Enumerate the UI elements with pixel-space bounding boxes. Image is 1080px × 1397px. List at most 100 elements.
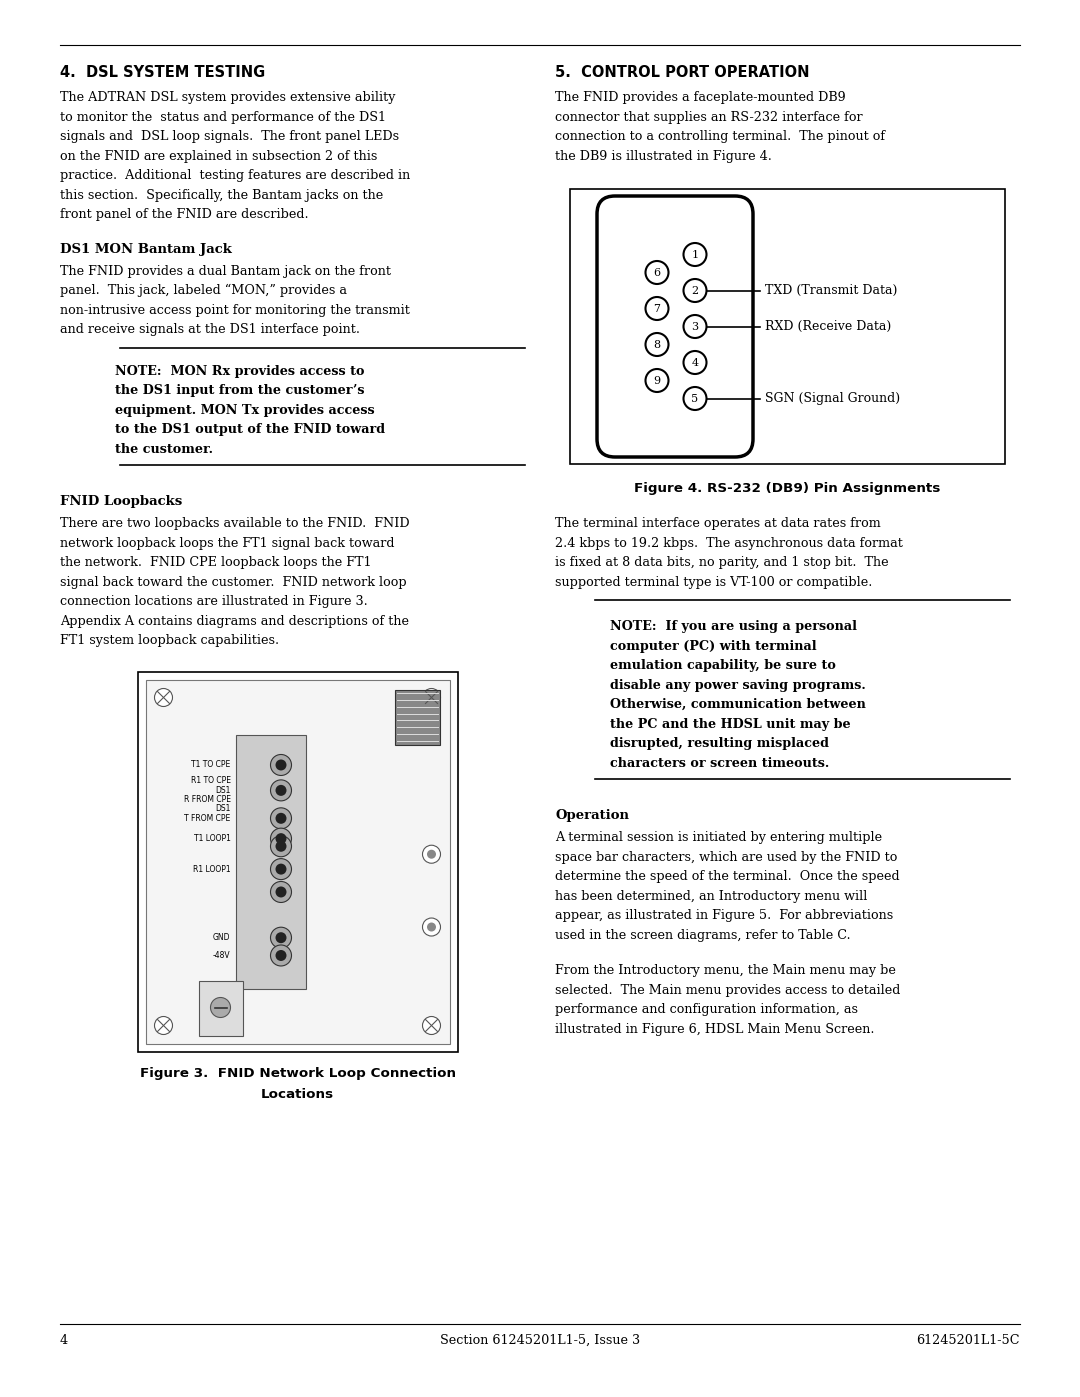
Circle shape: [270, 754, 292, 775]
Text: the PC and the HDSL unit may be: the PC and the HDSL unit may be: [610, 718, 851, 731]
Text: supported terminal type is VT-100 or compatible.: supported terminal type is VT-100 or com…: [555, 576, 873, 588]
Text: Figure 3.  FNID Network Loop Connection: Figure 3. FNID Network Loop Connection: [139, 1066, 456, 1080]
Text: the DS1 input from the customer’s: the DS1 input from the customer’s: [114, 384, 365, 397]
Text: Operation: Operation: [555, 809, 629, 821]
Text: Section 61245201L1-5, Issue 3: Section 61245201L1-5, Issue 3: [440, 1334, 640, 1347]
Circle shape: [211, 997, 230, 1017]
Circle shape: [270, 807, 292, 828]
Text: characters or screen timeouts.: characters or screen timeouts.: [610, 757, 829, 770]
Circle shape: [646, 298, 669, 320]
Text: signal back toward the customer.  FNID network loop: signal back toward the customer. FNID ne…: [60, 576, 407, 588]
Text: disable any power saving programs.: disable any power saving programs.: [610, 679, 866, 692]
Text: 2: 2: [691, 285, 699, 296]
Bar: [146, 679, 449, 1044]
Circle shape: [154, 1017, 173, 1035]
Text: DS1: DS1: [215, 787, 230, 795]
Text: to the DS1 output of the FNID toward: to the DS1 output of the FNID toward: [114, 423, 386, 436]
Text: The ADTRAN DSL system provides extensive ability: The ADTRAN DSL system provides extensive…: [60, 91, 395, 103]
Circle shape: [422, 918, 441, 936]
Circle shape: [646, 332, 669, 356]
Circle shape: [275, 841, 286, 852]
Text: selected.  The Main menu provides access to detailed: selected. The Main menu provides access …: [555, 983, 901, 996]
Circle shape: [275, 760, 286, 771]
Text: appear, as illustrated in Figure 5.  For abbreviations: appear, as illustrated in Figure 5. For …: [555, 909, 893, 922]
Text: T FROM CPE: T FROM CPE: [185, 814, 230, 823]
Text: R FROM CPE: R FROM CPE: [184, 795, 230, 803]
Text: NOTE:  MON Rx provides access to: NOTE: MON Rx provides access to: [114, 365, 365, 377]
Circle shape: [275, 932, 286, 943]
Circle shape: [422, 845, 441, 863]
Text: the customer.: the customer.: [114, 443, 213, 455]
Circle shape: [275, 785, 286, 796]
Text: 8: 8: [653, 339, 661, 349]
Text: non-intrusive access point for monitoring the transmit: non-intrusive access point for monitorin…: [60, 303, 410, 317]
Text: connection locations are illustrated in Figure 3.: connection locations are illustrated in …: [60, 595, 368, 608]
Circle shape: [684, 387, 706, 409]
Circle shape: [646, 261, 669, 284]
Circle shape: [275, 950, 286, 961]
Text: space bar characters, which are used by the FNID to: space bar characters, which are used by …: [555, 851, 897, 863]
Circle shape: [270, 859, 292, 880]
Circle shape: [646, 369, 669, 393]
Circle shape: [684, 314, 706, 338]
Text: has been determined, an Introductory menu will: has been determined, an Introductory men…: [555, 890, 867, 902]
Text: From the Introductory menu, the Main menu may be: From the Introductory menu, the Main men…: [555, 964, 896, 977]
Text: equipment. MON Tx provides access: equipment. MON Tx provides access: [114, 404, 375, 416]
Text: T1 TO CPE: T1 TO CPE: [191, 760, 230, 770]
Circle shape: [270, 928, 292, 949]
Circle shape: [275, 887, 286, 897]
FancyBboxPatch shape: [199, 981, 243, 1035]
Circle shape: [270, 780, 292, 800]
Text: The FNID provides a faceplate-mounted DB9: The FNID provides a faceplate-mounted DB…: [555, 91, 846, 103]
Bar: [394, 690, 440, 745]
Circle shape: [270, 882, 292, 902]
Text: FNID Loopbacks: FNID Loopbacks: [60, 495, 183, 509]
Circle shape: [154, 689, 173, 707]
Text: front panel of the FNID are described.: front panel of the FNID are described.: [60, 208, 309, 221]
Text: panel.  This jack, labeled “MON,” provides a: panel. This jack, labeled “MON,” provide…: [60, 284, 347, 298]
Circle shape: [422, 689, 441, 707]
Text: 3: 3: [691, 321, 699, 331]
Circle shape: [684, 243, 706, 265]
Circle shape: [422, 1017, 441, 1035]
Text: 4.  DSL SYSTEM TESTING: 4. DSL SYSTEM TESTING: [60, 66, 266, 80]
Text: 1: 1: [691, 250, 699, 260]
Text: the DB9 is illustrated in Figure 4.: the DB9 is illustrated in Figure 4.: [555, 149, 772, 162]
Text: the network.  FNID CPE loopback loops the FT1: the network. FNID CPE loopback loops the…: [60, 556, 372, 569]
Circle shape: [270, 944, 292, 965]
Text: Otherwise, communication between: Otherwise, communication between: [610, 698, 866, 711]
Text: used in the screen diagrams, refer to Table C.: used in the screen diagrams, refer to Ta…: [555, 929, 851, 942]
Text: computer (PC) with terminal: computer (PC) with terminal: [610, 640, 816, 652]
Text: Appendix A contains diagrams and descriptions of the: Appendix A contains diagrams and descrip…: [60, 615, 409, 627]
Circle shape: [275, 863, 286, 875]
Text: illustrated in Figure 6, HDSL Main Menu Screen.: illustrated in Figure 6, HDSL Main Menu …: [555, 1023, 875, 1035]
Text: determine the speed of the terminal.  Once the speed: determine the speed of the terminal. Onc…: [555, 870, 900, 883]
FancyBboxPatch shape: [137, 672, 458, 1052]
Text: 61245201L1-5C: 61245201L1-5C: [917, 1334, 1020, 1347]
Text: DS1: DS1: [215, 805, 230, 813]
Text: GND: GND: [213, 933, 230, 942]
FancyBboxPatch shape: [597, 196, 753, 457]
Circle shape: [270, 835, 292, 856]
Text: is fixed at 8 data bits, no parity, and 1 stop bit.  The: is fixed at 8 data bits, no parity, and …: [555, 556, 889, 569]
Circle shape: [684, 351, 706, 374]
Circle shape: [427, 849, 436, 859]
Text: T1 LOOP1: T1 LOOP1: [193, 834, 230, 844]
Circle shape: [275, 833, 286, 844]
Text: There are two loopbacks available to the FNID.  FNID: There are two loopbacks available to the…: [60, 517, 409, 529]
Text: R1 TO CPE: R1 TO CPE: [190, 777, 230, 785]
Text: 2.4 kbps to 19.2 kbps.  The asynchronous data format: 2.4 kbps to 19.2 kbps. The asynchronous …: [555, 536, 903, 549]
Text: RXD (Receive Data): RXD (Receive Data): [765, 320, 891, 332]
Text: 5.  CONTROL PORT OPERATION: 5. CONTROL PORT OPERATION: [555, 66, 810, 80]
Text: on the FNID are explained in subsection 2 of this: on the FNID are explained in subsection …: [60, 149, 377, 162]
Bar: [235, 735, 306, 989]
Text: emulation capability, be sure to: emulation capability, be sure to: [610, 659, 836, 672]
Text: disrupted, resulting misplaced: disrupted, resulting misplaced: [610, 738, 829, 750]
Text: 7: 7: [653, 303, 661, 313]
Text: this section.  Specifically, the Bantam jacks on the: this section. Specifically, the Bantam j…: [60, 189, 383, 201]
Text: DS1 MON Bantam Jack: DS1 MON Bantam Jack: [60, 243, 232, 256]
Text: SGN (Signal Ground): SGN (Signal Ground): [765, 393, 900, 405]
Text: 6: 6: [653, 267, 661, 278]
Text: The terminal interface operates at data rates from: The terminal interface operates at data …: [555, 517, 881, 529]
Text: signals and  DSL loop signals.  The front panel LEDs: signals and DSL loop signals. The front …: [60, 130, 400, 142]
